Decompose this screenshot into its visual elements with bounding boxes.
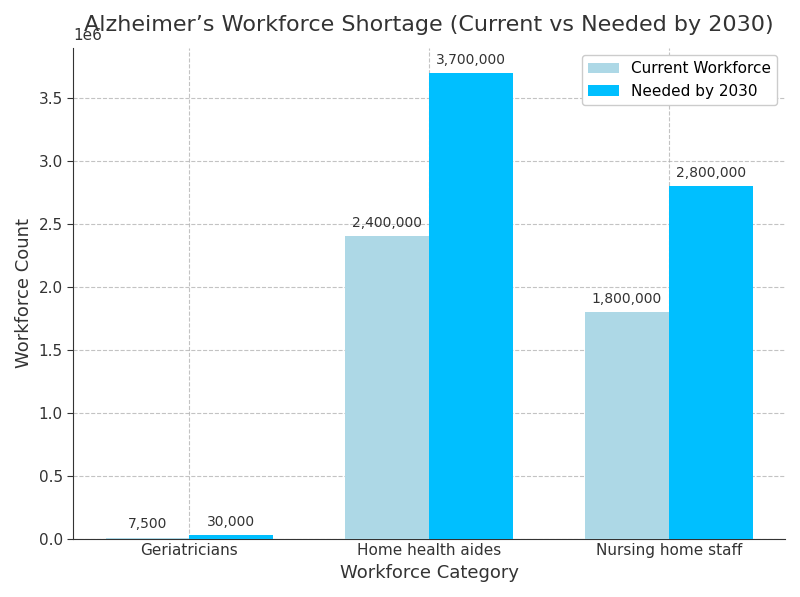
Text: 7,500: 7,500 (128, 518, 167, 531)
Text: 30,000: 30,000 (207, 515, 255, 528)
Y-axis label: Workforce Count: Workforce Count (15, 218, 33, 368)
Text: 3,700,000: 3,700,000 (436, 53, 506, 66)
Bar (669, 186, 753, 538)
Text: 2,400,000: 2,400,000 (352, 216, 422, 230)
Text: 1e6: 1e6 (74, 27, 102, 43)
Text: 1,800,000: 1,800,000 (592, 292, 662, 306)
Bar (346, 236, 429, 538)
Bar (190, 535, 274, 538)
X-axis label: Workforce Category: Workforce Category (340, 564, 518, 582)
Text: 2,800,000: 2,800,000 (676, 166, 746, 180)
Title: Alzheimer’s Workforce Shortage (Current vs Needed by 2030): Alzheimer’s Workforce Shortage (Current … (84, 15, 774, 35)
Legend: Current Workforce, Needed by 2030: Current Workforce, Needed by 2030 (582, 56, 778, 105)
Bar (429, 73, 513, 538)
Bar (585, 312, 669, 538)
